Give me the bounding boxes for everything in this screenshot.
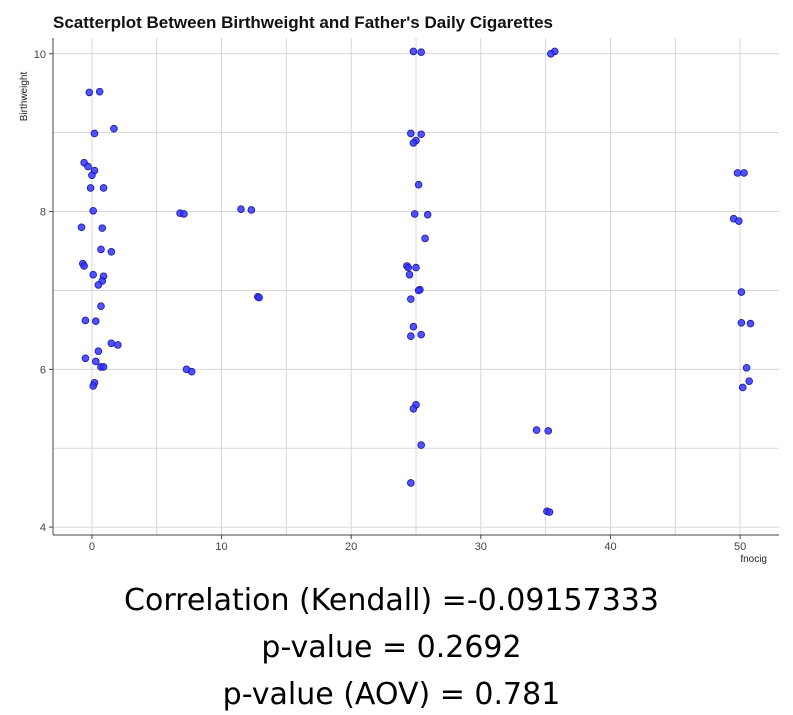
data-point [81,316,90,325]
data-points [77,47,755,516]
data-point [405,270,414,279]
data-point [95,87,104,96]
data-point [91,317,100,326]
x-tick-label: 10 [215,541,227,553]
data-point [409,139,418,147]
data-point [99,363,108,371]
data-point [746,319,755,328]
x-tick-label: 50 [734,541,746,553]
data-point [180,210,188,218]
data-point [80,262,88,270]
data-point [532,426,541,434]
aov-p-value-text: p-value (AOV) = 0.781 [222,677,561,712]
data-point [86,184,95,192]
y-tick-label: 4 [40,522,46,534]
data-point [417,441,425,449]
data-point [547,49,555,58]
gridlines [52,38,779,536]
data-point [735,217,743,225]
data-point [85,88,94,97]
data-point [737,318,746,327]
data-point [407,332,415,341]
y-tick-label: 8 [40,207,46,219]
x-tick-label: 30 [475,541,487,553]
data-point [97,302,105,311]
data-point [89,206,97,215]
data-point [423,210,432,219]
data-point [99,184,108,192]
data-point [89,382,97,390]
data-point [407,129,415,138]
scatterplot: Birthweight fnocig 0 10 20 30 40 50 4 6 8 10 [19,38,779,565]
y-tick-label: 6 [40,364,46,376]
data-point [409,322,418,331]
data-point [545,508,554,516]
data-point [98,224,107,232]
data-point [81,354,90,363]
x-axis-label: fnocig [740,554,767,565]
x-tick-label: 20 [345,541,357,553]
data-point [407,295,415,303]
data-point [733,169,742,177]
data-point [410,210,419,218]
data-point [187,367,196,376]
data-point [407,479,415,487]
data-point [740,169,748,177]
data-point [94,281,103,289]
data-point [737,288,746,296]
p-value-text: p-value = 0.2692 [261,630,522,665]
data-point [88,171,96,180]
data-point [114,341,122,349]
data-point [255,293,263,302]
data-point [417,330,425,339]
y-axis-label: Birthweight [19,72,30,122]
data-point [421,234,429,243]
data-point [97,245,105,254]
data-point [417,48,425,56]
data-point [77,223,86,232]
data-point [247,206,256,214]
data-point [107,339,116,348]
data-point [414,286,423,295]
data-point [738,383,747,392]
data-point [84,162,92,171]
data-point [409,47,418,56]
data-point [417,130,425,139]
data-point [107,247,116,256]
data-point [412,263,420,272]
y-tick-label: 10 [34,49,46,61]
tick-labels: 0 10 20 30 40 50 4 6 8 10 [34,49,746,553]
data-point [414,180,423,189]
data-point [90,129,99,138]
data-point [404,263,413,272]
data-point [409,404,418,413]
kendall-correlation-text: Correlation (Kendall) =-0.09157333 [124,583,659,618]
data-point [91,357,100,366]
data-point [742,363,751,372]
data-point [89,270,97,279]
data-point [544,427,553,435]
data-point [94,347,103,355]
x-tick-label: 0 [89,541,95,553]
x-tick-label: 40 [604,541,616,553]
data-point [745,377,753,385]
chart-title: Scatterplot Between Birthweight and Fath… [53,13,553,32]
data-point [110,124,118,133]
data-point [237,205,245,213]
axes: Birthweight fnocig [19,72,767,565]
